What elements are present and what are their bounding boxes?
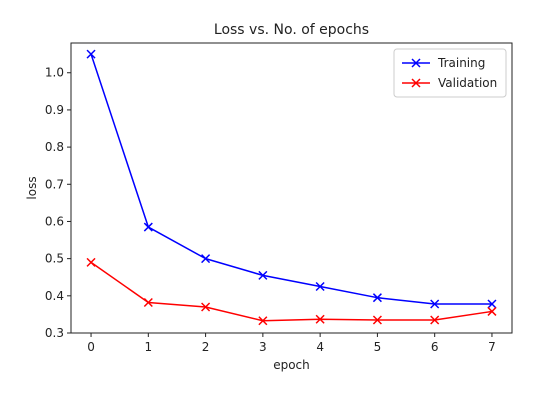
marker-stroke bbox=[487, 306, 497, 316]
y-tick-label: 0.8 bbox=[45, 140, 64, 154]
validation-point bbox=[487, 306, 497, 316]
marker-stroke bbox=[201, 254, 211, 264]
training-point bbox=[487, 299, 497, 309]
validation-point bbox=[430, 315, 440, 325]
marker-stroke bbox=[411, 58, 421, 68]
x-tick-label: 4 bbox=[316, 340, 324, 354]
marker-stroke bbox=[258, 270, 268, 280]
marker-stroke bbox=[143, 222, 153, 232]
y-tick-label: 1.0 bbox=[45, 66, 64, 80]
legend-marker-validation bbox=[411, 78, 421, 88]
labels-layer: Loss vs. No. of epochs epoch loss bbox=[25, 22, 369, 372]
chart-title: Loss vs. No. of epochs bbox=[214, 22, 369, 38]
legend: Training Validation bbox=[393, 48, 507, 98]
y-tick-label: 0.4 bbox=[45, 289, 64, 303]
marker-stroke bbox=[258, 316, 268, 326]
legend-label-training: Training bbox=[437, 56, 485, 70]
y-tick-label: 0.5 bbox=[45, 252, 64, 266]
x-axis-label: epoch bbox=[273, 358, 310, 372]
training-point bbox=[258, 270, 268, 280]
y-tick-label: 0.6 bbox=[45, 214, 64, 228]
training-point bbox=[372, 293, 382, 303]
x-tick-label: 2 bbox=[202, 340, 210, 354]
validation-point bbox=[258, 316, 268, 326]
marker-stroke bbox=[372, 315, 382, 325]
validation-point bbox=[143, 297, 153, 308]
marker-stroke bbox=[487, 299, 497, 309]
training-point bbox=[430, 299, 440, 309]
legend-marker-training bbox=[411, 58, 421, 68]
marker-stroke bbox=[86, 49, 96, 59]
marker-stroke bbox=[411, 78, 421, 88]
training-point bbox=[86, 49, 96, 59]
x-tick-label: 3 bbox=[259, 340, 267, 354]
marker-stroke bbox=[430, 299, 440, 309]
marker-stroke bbox=[143, 297, 153, 308]
x-tick-label: 6 bbox=[431, 340, 439, 354]
marker-stroke bbox=[86, 257, 96, 267]
marker-stroke bbox=[201, 302, 211, 312]
plot-frame bbox=[70, 42, 513, 334]
x-tick-label: 5 bbox=[374, 340, 382, 354]
marker-stroke bbox=[315, 314, 325, 324]
validation-point bbox=[201, 302, 211, 312]
training-line bbox=[90, 53, 492, 305]
y-tick-label: 0.9 bbox=[45, 103, 64, 117]
training-point bbox=[201, 254, 211, 264]
validation-line bbox=[90, 261, 493, 322]
axes-layer: 0.3 0.4 0.5 0.6 0.7 0.8 0.9 1.0 0 1 2 3 4 5 6 7 bbox=[45, 42, 513, 354]
x-tick-label: 1 bbox=[144, 340, 152, 354]
marker-stroke bbox=[315, 281, 325, 292]
validation-point bbox=[315, 314, 325, 324]
x-tick-label: 7 bbox=[488, 340, 496, 354]
y-tick-label: 0.7 bbox=[45, 177, 64, 191]
validation-point bbox=[86, 257, 96, 267]
validation-point bbox=[372, 315, 382, 325]
training-point bbox=[143, 222, 153, 232]
legend-label-validation: Validation bbox=[438, 76, 497, 90]
marker-stroke bbox=[430, 315, 440, 325]
y-tick-label: 0.3 bbox=[45, 326, 64, 340]
x-tick-label: 0 bbox=[87, 340, 95, 354]
y-axis-label: loss bbox=[25, 176, 39, 199]
series-layer bbox=[86, 49, 497, 326]
training-point bbox=[315, 281, 325, 292]
legend-box bbox=[393, 48, 507, 98]
marker-stroke bbox=[372, 293, 382, 303]
